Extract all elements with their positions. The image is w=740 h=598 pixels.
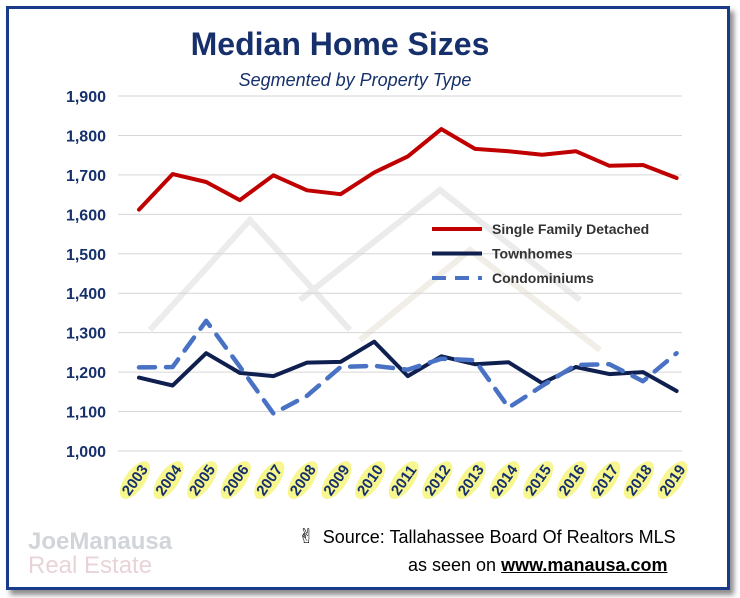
x-tick-label: 2005 [186,461,219,500]
y-tick-label: 1,700 [66,168,106,185]
source-text: Source: Tallahassee Board Of Realtors ML… [322,527,676,547]
x-tick-label: 2010 [354,461,387,500]
series-line [136,318,679,416]
year-highlight [187,461,218,500]
website-link[interactable]: www.manausa.com [501,555,668,575]
seen-prefix: as seen on [408,555,497,575]
y-tick-label: 1,100 [66,405,106,422]
year-highlight [153,461,184,500]
y-tick-label: 1,300 [66,326,106,343]
legend-label: Single Family Detached [492,221,649,237]
year-highlight [623,461,654,500]
year-highlight [590,461,621,500]
y-tick-label: 1,400 [66,286,106,303]
x-tick-label: 2017 [589,461,622,500]
watermark-logo: JoeManausa Real Estate [28,530,172,578]
year-highlight [523,461,554,500]
legend-label: Townhomes [492,246,573,262]
year-highlight [119,461,150,500]
year-highlight [287,461,318,500]
y-tick-label: 1,900 [66,89,106,106]
x-tick-label: 2003 [119,461,152,500]
year-highlight [657,461,688,500]
x-tick-label: 2008 [287,461,320,500]
y-tick-label: 1,500 [66,247,106,264]
x-tick-label: 2012 [421,461,454,500]
x-tick-label: 2018 [623,461,656,500]
year-highlight [455,461,486,500]
y-tick-label: 1,200 [66,365,106,382]
logo-line-1: JoeManausa [28,528,173,555]
x-tick-label: 2019 [656,461,689,500]
y-tick-label: 1,600 [66,207,106,224]
logo-line-2: Real Estate [28,552,153,579]
year-highlight [489,461,520,500]
seen-on-note: as seen on www.manausa.com [408,555,667,576]
x-tick-label: 2011 [388,461,420,500]
year-highlight [422,461,453,500]
year-highlight [355,461,386,500]
y-tick-label: 1,000 [66,444,106,461]
house-outline [147,215,353,333]
x-tick-label: 2006 [220,461,253,500]
series-line [137,339,679,393]
chart-subtitle: Segmented by Property Type [238,70,472,90]
year-highlight [254,461,285,500]
year-highlight [220,461,251,500]
x-tick-label: 2007 [253,461,286,500]
x-tick-label: 2014 [488,461,522,500]
legend-label: Condominiums [492,270,594,286]
year-highlight [321,461,352,500]
y-tick-label: 1,800 [66,128,106,145]
house-outline [298,186,582,303]
x-tick-label: 2015 [522,461,555,500]
series-line [137,127,679,212]
house-outline [358,246,602,353]
source-note: ✌ Source: Tallahassee Board Of Realtors M… [298,524,676,549]
chart-title: Median Home Sizes [190,26,490,62]
x-tick-label: 2016 [556,461,589,500]
x-tick-label: 2009 [320,461,353,500]
year-highlight [556,461,587,500]
hand-icon: ✌ [298,526,315,548]
x-tick-label: 2004 [152,461,186,500]
year-highlight [388,461,419,500]
x-tick-label: 2013 [455,461,488,500]
